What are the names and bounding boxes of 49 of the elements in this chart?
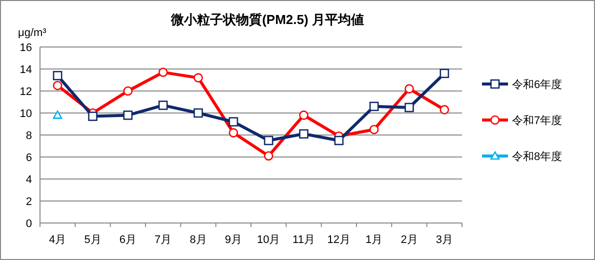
point: [440, 68, 450, 78]
point: [228, 128, 238, 138]
point: [52, 110, 62, 119]
x-tick-label: 2月: [400, 234, 418, 246]
y-tick-label: 12: [20, 86, 32, 98]
x-tick-label: 1月: [366, 234, 383, 246]
point: [52, 80, 62, 90]
x-tick-label: 4月: [49, 234, 66, 246]
point: [88, 112, 98, 121]
point: [123, 110, 133, 120]
point: [404, 84, 414, 94]
point: [194, 73, 203, 82]
x-tick-label: 12月: [327, 234, 351, 246]
point: [158, 68, 168, 77]
x-tick-label: 6月: [119, 234, 136, 246]
point: [52, 70, 62, 80]
point: [158, 100, 168, 110]
point: [264, 136, 274, 146]
y-tick-label: 0: [26, 218, 32, 230]
point: [264, 151, 274, 161]
x-tick-label: 9月: [224, 234, 242, 246]
point: [194, 108, 203, 118]
point: [369, 102, 379, 112]
legend-label: 令和7年度: [512, 114, 562, 127]
point: [334, 136, 344, 146]
point: [228, 117, 238, 126]
y-tick-label: 14: [20, 64, 32, 76]
y-tick-label: 10: [20, 108, 32, 120]
y-tick-label: 6: [26, 152, 32, 164]
y-tick-label: 16: [20, 42, 32, 54]
legend-label: 令和8年度: [512, 150, 562, 163]
x-tick-label: 5月: [84, 234, 102, 246]
point: [299, 129, 308, 139]
x-tick-label: 10月: [256, 234, 280, 246]
legend-label: 令和6年度: [512, 78, 562, 91]
x-tick-label: 8月: [190, 234, 207, 246]
y-tick-label: 2: [26, 196, 32, 208]
y-axis-title: μg/m³: [18, 27, 47, 39]
point: [299, 110, 308, 120]
point: [123, 86, 133, 96]
y-tick-label: 8: [26, 130, 32, 142]
y-tick-label: 4: [26, 174, 32, 186]
point: [404, 102, 414, 112]
point: [369, 124, 379, 134]
x-tick-label: 7月: [154, 234, 172, 246]
x-tick-label: 3月: [436, 234, 453, 246]
point: [440, 105, 450, 114]
chart-title: 微小粒子状物質(PM2.5) 月平均値: [170, 12, 364, 27]
x-tick-label: 11月: [292, 234, 315, 246]
